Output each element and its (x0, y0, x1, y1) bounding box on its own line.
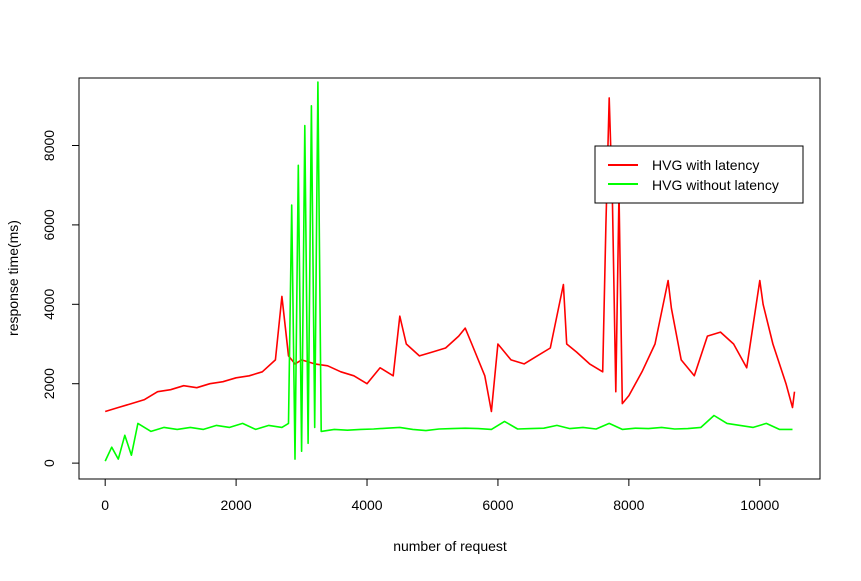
x-tick-label: 0 (101, 497, 109, 513)
x-tick-label: 2000 (221, 497, 252, 513)
series-layer (104, 81, 796, 462)
y-axis-label: response time(ms) (5, 220, 21, 336)
series-line-hvg-with-latency (104, 97, 796, 413)
x-tick-label: 6000 (482, 497, 513, 513)
x-tick-label: 4000 (351, 497, 382, 513)
y-tick-label: 6000 (41, 209, 57, 240)
y-tick-label: 8000 (41, 130, 57, 161)
x-axis: 0 2000 4000 6000 8000 10000 (101, 478, 779, 513)
series-line-hvg-without-latency (104, 81, 793, 462)
y-axis: 0 2000 4000 6000 8000 (41, 130, 80, 467)
legend-box (594, 145, 804, 204)
plot-frame (78, 77, 821, 480)
legend: HVG with latency HVG without latency (594, 145, 804, 204)
y-tick-label: 2000 (41, 368, 57, 399)
x-tick-label: 10000 (740, 497, 779, 513)
legend-label-hvg-with-latency: HVG with latency (652, 157, 759, 173)
x-tick-label: 8000 (613, 497, 644, 513)
y-tick-label: 0 (41, 459, 57, 467)
legend-label-hvg-without-latency: HVG without latency (652, 177, 779, 193)
x-axis-label: number of request (393, 538, 507, 554)
y-tick-label: 4000 (41, 289, 57, 320)
